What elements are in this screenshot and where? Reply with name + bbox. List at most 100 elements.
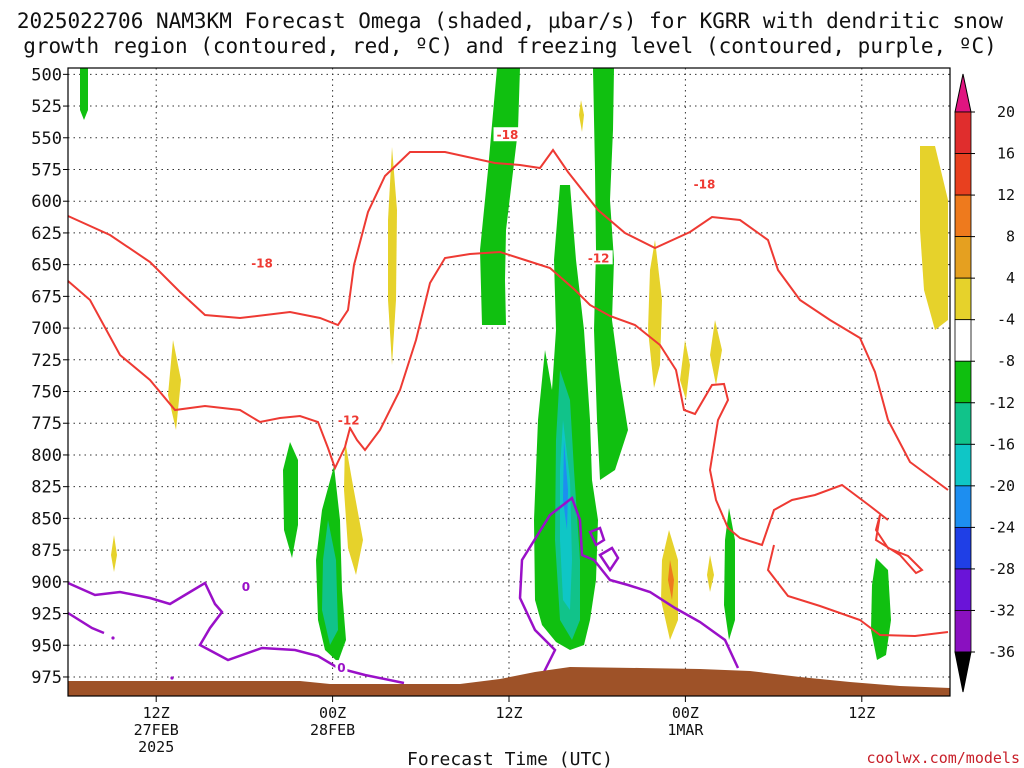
omega-yellow-region xyxy=(111,535,117,572)
x-axis-label: Forecast Time (UTC) xyxy=(407,749,613,768)
temperature-contour-line xyxy=(67,148,949,491)
x-tick-label: 1MAR xyxy=(667,721,704,739)
contour-label-background xyxy=(248,255,277,270)
y-tick-label: 500 xyxy=(31,65,62,85)
colorbar-tick-label: -20 xyxy=(988,477,1015,495)
omega-green-region xyxy=(724,508,735,640)
x-tick-label: 12Z xyxy=(495,704,522,722)
colorbar-tick-label: -12 xyxy=(988,394,1015,412)
contour-label: 0 xyxy=(242,580,250,594)
y-tick-label: 525 xyxy=(31,97,62,117)
omega-yellow-region xyxy=(648,240,662,388)
colorbar-swatch xyxy=(954,526,972,570)
y-tick-label: 725 xyxy=(31,351,62,371)
colorbar-swatch xyxy=(954,568,972,611)
freezing-level-contour-line xyxy=(518,495,740,681)
omega-yellow-region xyxy=(168,340,181,430)
contour-label: -12 xyxy=(338,414,360,428)
y-tick-label: 550 xyxy=(31,129,62,149)
colorbar-swatch xyxy=(954,236,972,279)
colorbar-swatch xyxy=(954,360,972,404)
contour-label-background xyxy=(690,176,719,191)
y-tick-label: 925 xyxy=(31,605,62,625)
contour-labels: -18 -18 -18 -12 -12 0 0 xyxy=(239,127,719,675)
colorbar-tick-label: -36 xyxy=(988,643,1015,661)
colorbar-swatch xyxy=(954,111,972,154)
freezing-level-contour-dot xyxy=(170,676,174,680)
omega-yellow-region xyxy=(344,440,363,575)
x-tick-label: 00Z xyxy=(672,704,699,722)
contour-label: -18 xyxy=(497,128,519,142)
y-tick-label: 900 xyxy=(31,573,62,593)
colorbar-tick-label: 8 xyxy=(1006,228,1015,246)
omega-teal-region xyxy=(322,520,338,645)
credit-text: coolwx.com/models xyxy=(866,749,1020,767)
x-tick-label: 12Z xyxy=(848,704,875,722)
contour-label: -18 xyxy=(251,256,273,270)
contour-label: 0 xyxy=(337,661,345,675)
temperature-contour-line xyxy=(766,544,949,638)
y-tick-label: 650 xyxy=(31,256,62,276)
y-tick-label: 625 xyxy=(31,224,62,244)
freezing-level-contour-line xyxy=(67,581,405,685)
temperature-contour-line xyxy=(874,514,924,575)
y-tick-label: 675 xyxy=(31,287,62,307)
y-tick-label: 825 xyxy=(31,478,62,498)
y-tick-label: 575 xyxy=(31,160,62,180)
colorbar-tick-label: 4 xyxy=(1006,269,1015,287)
colorbar-tick-label: 12 xyxy=(997,186,1015,204)
colorbar-tick-label: 16 xyxy=(997,145,1015,163)
freezing-level-contours xyxy=(67,495,740,685)
chart-title-line-1: 2025022706 NAM3KM Forecast Omega (shaded… xyxy=(17,9,1004,33)
omega-yellow-region xyxy=(579,100,584,132)
omega-yellow-region xyxy=(680,340,690,400)
colorbar-bottom-arrow xyxy=(954,651,972,693)
colorbar-tick-label: -4 xyxy=(997,311,1015,329)
colorbar-tick-label: -16 xyxy=(988,435,1015,453)
omega-yellow-region xyxy=(920,146,948,330)
omega-green-region xyxy=(593,68,628,480)
y-tick-label: 600 xyxy=(31,192,62,212)
colorbar-tick-label: -32 xyxy=(988,601,1015,619)
temperature-contours xyxy=(67,148,949,638)
omega-orange-region xyxy=(668,560,674,600)
contour-label-background xyxy=(493,127,522,142)
colorbar-swatch xyxy=(954,194,972,238)
contour-label-background xyxy=(584,250,613,265)
x-tick-label: 28FEB xyxy=(310,721,355,739)
omega-green-region xyxy=(80,68,88,120)
colorbar-swatch xyxy=(954,485,972,528)
contour-label-background xyxy=(335,660,348,675)
colorbar-tick-label: -28 xyxy=(988,560,1015,578)
colorbar-tick-label: 20 xyxy=(997,103,1015,121)
colorbar-swatch xyxy=(954,402,972,445)
y-tick-label: 975 xyxy=(31,668,62,688)
temperature-contour-line xyxy=(67,250,889,547)
y-tick-label: 775 xyxy=(31,414,62,434)
freezing-level-contour-line xyxy=(588,526,606,547)
omega-blue-region xyxy=(563,440,568,530)
contour-label: -12 xyxy=(588,251,610,265)
omega-shading xyxy=(80,68,948,662)
plot-area: -18 -18 -18 -12 -12 0 0 500 525 550 575 600 625 650 6… xyxy=(31,65,951,756)
y-tick-label: 800 xyxy=(31,446,62,466)
x-tick-label: 12Z xyxy=(143,704,170,722)
y-tick-label: 950 xyxy=(31,636,62,656)
omega-yellow-region xyxy=(388,147,397,365)
x-tick-label: 27FEB xyxy=(134,721,179,739)
colorbar-tick-label: -8 xyxy=(997,352,1015,370)
y-tick-label: 875 xyxy=(31,541,62,561)
contour-label: -18 xyxy=(694,178,716,192)
x-tick-label: 2025 xyxy=(138,738,174,756)
y-tick-label: 750 xyxy=(31,383,62,403)
omega-yellow-region xyxy=(707,555,714,592)
contour-label-background xyxy=(334,412,363,427)
colorbar-swatch xyxy=(954,153,972,196)
colorbar-legend: 20 16 12 8 4 -4 -8 -12 -16 -20 -24 -28 -32 -36 xyxy=(954,73,1015,693)
x-tick-label: 00Z xyxy=(319,704,346,722)
colorbar-tick-label: -24 xyxy=(988,518,1015,536)
y-tick-label: 850 xyxy=(31,509,62,529)
colorbar-top-arrow xyxy=(954,73,972,113)
